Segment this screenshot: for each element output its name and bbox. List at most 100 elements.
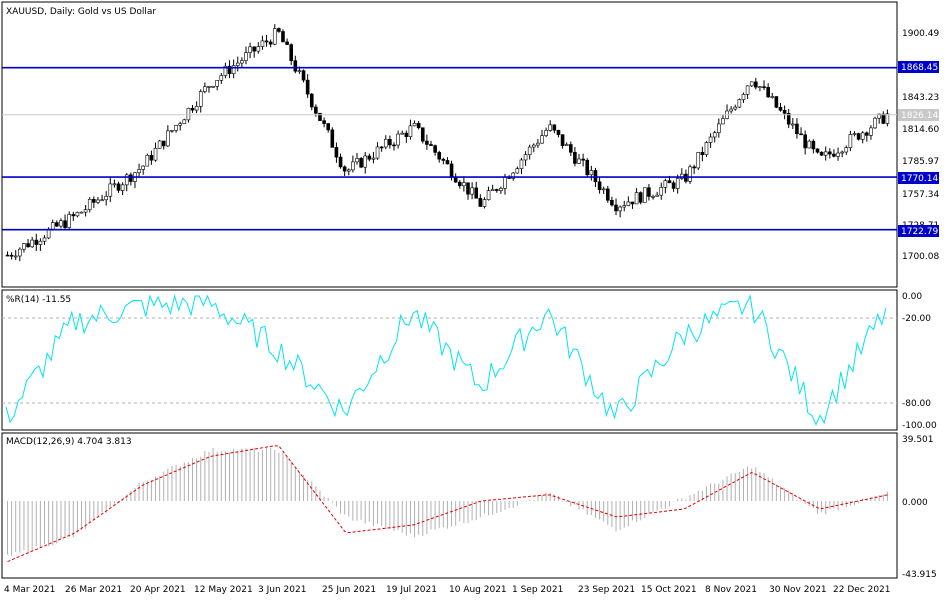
candle-body — [277, 28, 281, 32]
candle-body — [231, 65, 236, 74]
candle-body — [610, 199, 614, 206]
candle-body — [75, 212, 80, 217]
candle-body — [416, 123, 421, 129]
candle-body — [663, 180, 668, 188]
price-tick: 1843.23 — [902, 93, 939, 103]
candle-body — [186, 107, 191, 121]
candle-body — [379, 146, 384, 149]
candle-body — [671, 182, 676, 189]
candle-body — [601, 188, 606, 191]
candle-body — [622, 205, 627, 208]
candle-body — [272, 28, 277, 45]
candle-body — [552, 124, 557, 131]
date-tick: 15 Oct 2021 — [641, 585, 697, 595]
candle-body — [178, 123, 182, 126]
candle-body — [865, 132, 869, 136]
candle-body — [437, 152, 442, 160]
candle-body — [137, 169, 141, 174]
candle-body — [293, 60, 298, 72]
candle-body — [182, 119, 187, 124]
candle-body — [59, 220, 63, 227]
candle-body — [100, 199, 104, 202]
candle-body — [581, 158, 585, 161]
candle-body — [527, 146, 532, 155]
candle-body — [774, 96, 779, 108]
candle-body — [696, 152, 701, 169]
candle-body — [203, 86, 207, 92]
candle-body — [749, 81, 754, 87]
candle-body — [782, 110, 787, 114]
candle-body — [536, 142, 540, 146]
candle-body — [597, 181, 602, 191]
candle-body — [852, 133, 857, 135]
candle-body — [770, 96, 775, 98]
candle-body — [490, 189, 495, 191]
price-tick: 1700.08 — [902, 252, 939, 262]
candle-body — [67, 214, 71, 228]
candle-body — [836, 152, 840, 157]
candle-body — [659, 187, 664, 196]
date-tick: 20 Apr 2021 — [130, 585, 186, 595]
candle-body — [881, 113, 886, 124]
candle-body — [34, 239, 39, 245]
candle-body — [83, 209, 88, 213]
candle-body — [38, 240, 43, 245]
candle-body — [548, 124, 553, 131]
candle-body — [754, 81, 758, 88]
wpr-panel-frame — [1, 289, 898, 431]
candle-body — [523, 154, 528, 161]
level-label: 1868.45 — [901, 63, 938, 73]
candle-body — [5, 254, 10, 257]
level-label: 1722.79 — [901, 227, 938, 237]
candle-body — [170, 129, 174, 132]
candle-body — [153, 148, 158, 161]
candle-body — [737, 99, 742, 108]
candle-body — [42, 237, 47, 242]
candle-body — [848, 134, 853, 148]
candle-body — [71, 214, 76, 217]
candle-body — [227, 65, 232, 74]
candle-body — [758, 86, 762, 88]
date-tick: 4 Mar 2021 — [4, 585, 55, 595]
candle-body — [655, 194, 659, 197]
candle-body — [634, 192, 639, 205]
candle-body — [429, 144, 433, 146]
level-label-bg — [898, 225, 939, 237]
macd-histogram — [7, 447, 888, 556]
candle-body — [614, 204, 618, 212]
candle-body — [795, 123, 799, 135]
candle-body — [441, 158, 446, 161]
candle-body — [256, 46, 261, 52]
candle-body — [149, 155, 154, 161]
date-tick: 8 Nov 2021 — [705, 585, 757, 595]
candle-body — [334, 147, 339, 158]
candle-body — [383, 138, 388, 148]
wpr-tick: -20.00 — [902, 314, 931, 324]
candle-body — [766, 87, 770, 98]
candle-body — [18, 248, 22, 257]
price-tick: 1757.34 — [902, 190, 939, 200]
candle-body — [605, 188, 610, 201]
candle-body — [791, 123, 795, 126]
candle-body — [223, 65, 228, 76]
candle-body — [198, 91, 203, 107]
candle-body — [675, 178, 680, 189]
candle-body — [717, 123, 721, 133]
candle-body — [828, 151, 832, 155]
candle-body — [873, 117, 877, 129]
candle-body — [762, 86, 766, 88]
candle-body — [375, 146, 380, 159]
candle-body — [745, 85, 750, 95]
candle-body — [120, 184, 125, 191]
level-label-bg — [898, 61, 939, 73]
candle-body — [482, 199, 487, 207]
candle-body — [289, 44, 294, 61]
date-tick: 30 Nov 2021 — [769, 585, 827, 595]
candle-body — [367, 155, 372, 160]
candle-body — [55, 222, 59, 227]
candle-body — [544, 130, 548, 136]
candle-body — [721, 118, 725, 125]
candle-body — [499, 188, 503, 191]
price-tick: 1814.60 — [902, 125, 939, 135]
